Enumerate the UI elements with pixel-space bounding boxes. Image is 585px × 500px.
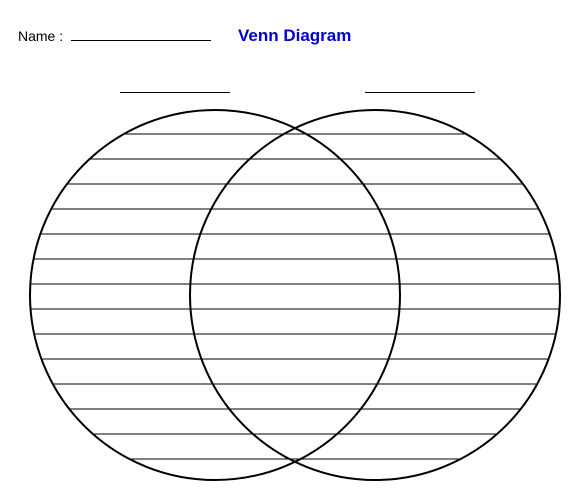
left-circle — [30, 110, 400, 480]
right-circle — [190, 110, 560, 480]
writing-lines-group — [0, 134, 585, 459]
venn-diagram — [0, 0, 585, 500]
